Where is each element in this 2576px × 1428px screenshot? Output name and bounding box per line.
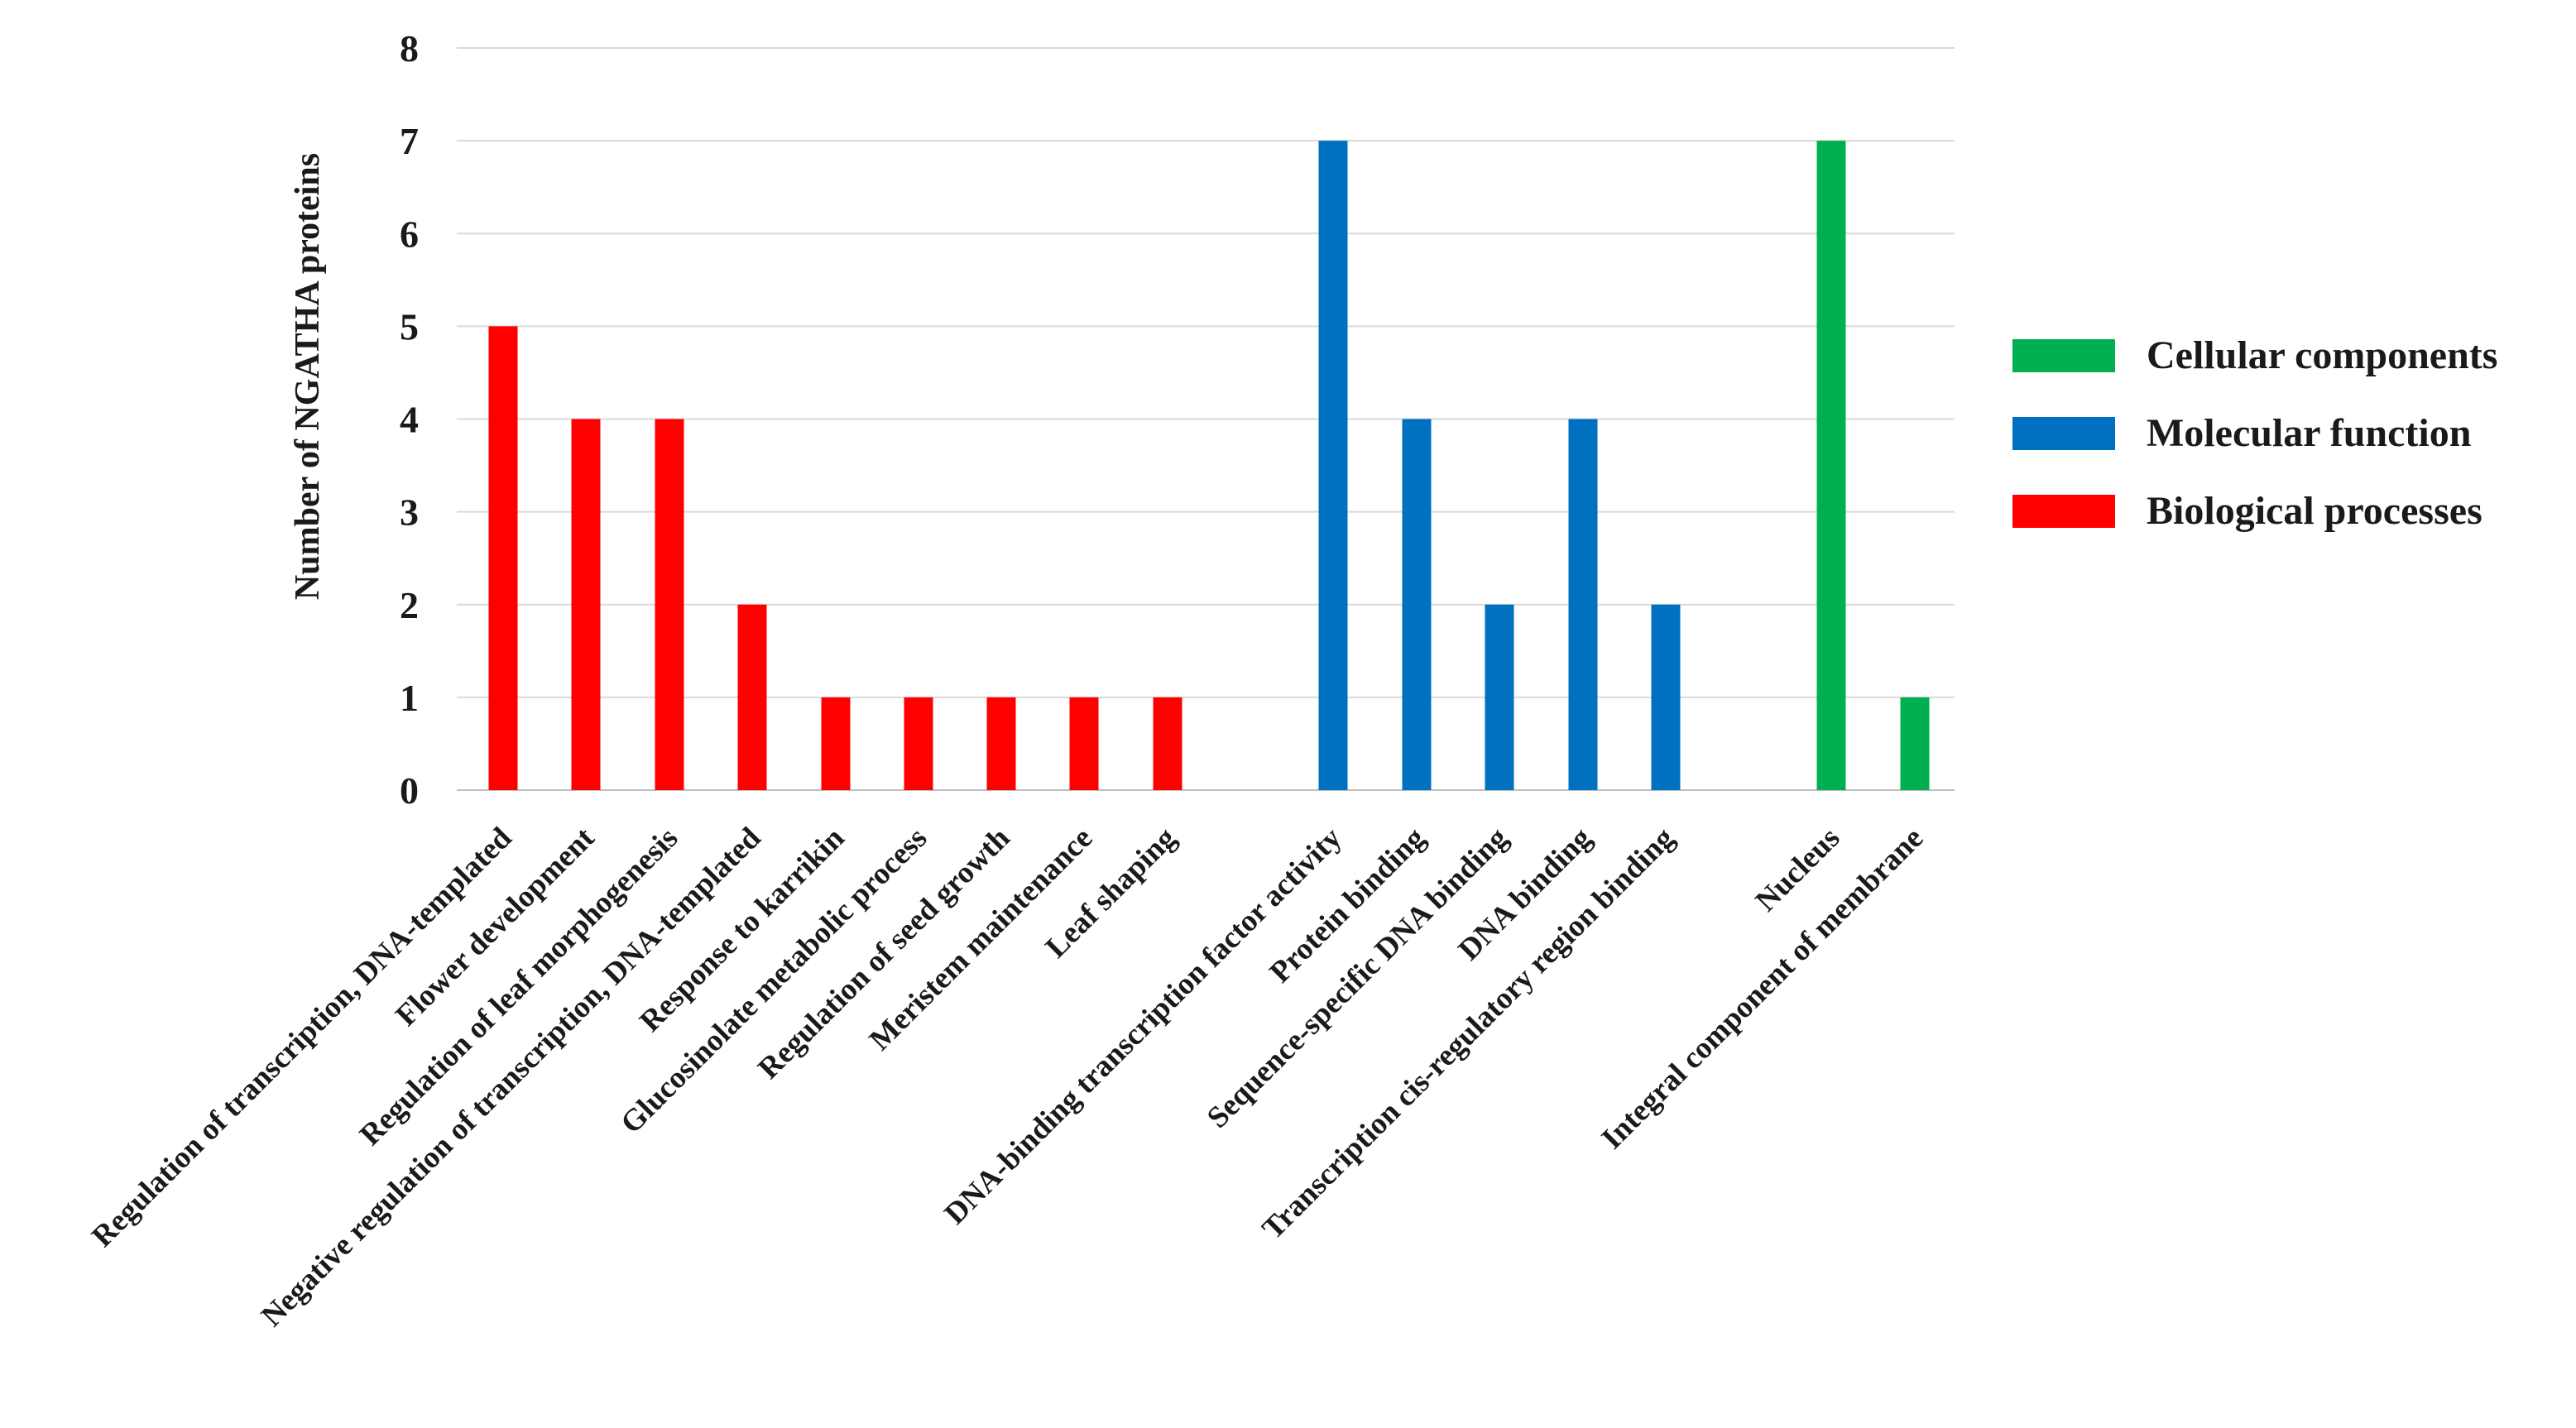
legend-label: Biological processes bbox=[2147, 489, 2482, 533]
y-tick-label: 3 bbox=[400, 491, 419, 534]
bar bbox=[1816, 141, 1846, 790]
y-axis-ticks: 0 1 2 3 4 5 6 7 8 bbox=[400, 27, 419, 812]
bar bbox=[986, 697, 1016, 790]
bar bbox=[488, 326, 518, 790]
bar bbox=[1568, 419, 1598, 790]
bar bbox=[1485, 604, 1514, 790]
y-axis-title: Number of NGATHA proteins bbox=[289, 153, 327, 600]
bar bbox=[821, 697, 851, 790]
y-tick-label: 0 bbox=[400, 769, 419, 812]
y-tick-label: 4 bbox=[400, 399, 419, 441]
legend-swatch bbox=[2012, 495, 2115, 528]
legend-swatch bbox=[2012, 339, 2115, 372]
y-tick-label: 2 bbox=[400, 584, 419, 626]
bar bbox=[1318, 141, 1348, 790]
bars bbox=[488, 141, 1930, 790]
bar bbox=[1402, 419, 1432, 790]
legend-label: Cellular components bbox=[2147, 333, 2497, 377]
x-category-label: Sequence-specific DNA binding bbox=[1201, 821, 1515, 1135]
bar bbox=[1069, 697, 1099, 790]
legend-label: Molecular function bbox=[2147, 411, 2471, 455]
bar bbox=[1900, 697, 1930, 790]
bar bbox=[1651, 604, 1681, 790]
y-tick-label: 7 bbox=[400, 120, 419, 162]
x-category-label: Glucosinolate metabolic process bbox=[614, 821, 933, 1140]
bar bbox=[1153, 697, 1182, 790]
legend: Cellular components Molecular function Bio… bbox=[2012, 333, 2497, 533]
y-tick-label: 1 bbox=[400, 677, 419, 719]
y-tick-label: 6 bbox=[400, 213, 419, 255]
gridlines bbox=[457, 47, 1955, 791]
x-axis-category-labels: Regulation of transcription, DNA-templat… bbox=[85, 821, 1930, 1334]
bar bbox=[904, 697, 933, 790]
y-tick-label: 8 bbox=[400, 27, 419, 69]
bar bbox=[571, 419, 601, 790]
legend-swatch bbox=[2012, 417, 2115, 450]
bar bbox=[655, 419, 684, 790]
y-tick-label: 5 bbox=[400, 305, 419, 347]
bar bbox=[737, 604, 767, 790]
